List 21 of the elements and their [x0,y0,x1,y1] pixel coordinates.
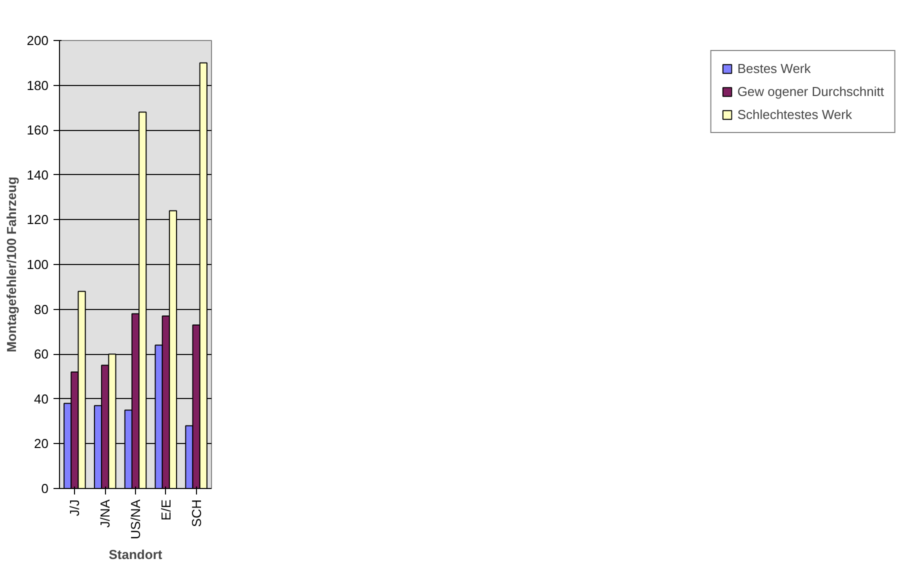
y-tick-label: 60 [34,346,49,362]
x-tick-label: J/J [67,499,82,516]
x-tick-label: J/NA [98,499,113,528]
x-tick-label: SCH [188,499,204,527]
y-tick-label: 140 [26,167,49,182]
legend-label: Schlechtestes Werk [737,107,852,122]
y-tick-label: 80 [34,302,49,317]
y-tick-label: 20 [34,436,49,452]
x-axis-title: Standort [108,547,163,562]
y-tick-label: 120 [26,212,49,228]
y-tick-label: 0 [41,481,49,496]
y-tick-label: 200 [26,33,49,48]
y-axis-title: Montagefehler/100 Fahrzeug [4,176,19,352]
y-tick-label: 180 [26,78,49,93]
legend-label: Gew ogener Durchschnitt [737,84,884,99]
x-tick-label: E/E [158,499,174,520]
x-tick-label: US/NA [128,499,143,540]
legend-label: Bestes Werk [737,61,811,76]
y-tick-label: 100 [26,257,49,272]
y-tick-label: 40 [34,391,49,406]
y-tick-label: 160 [26,122,49,138]
